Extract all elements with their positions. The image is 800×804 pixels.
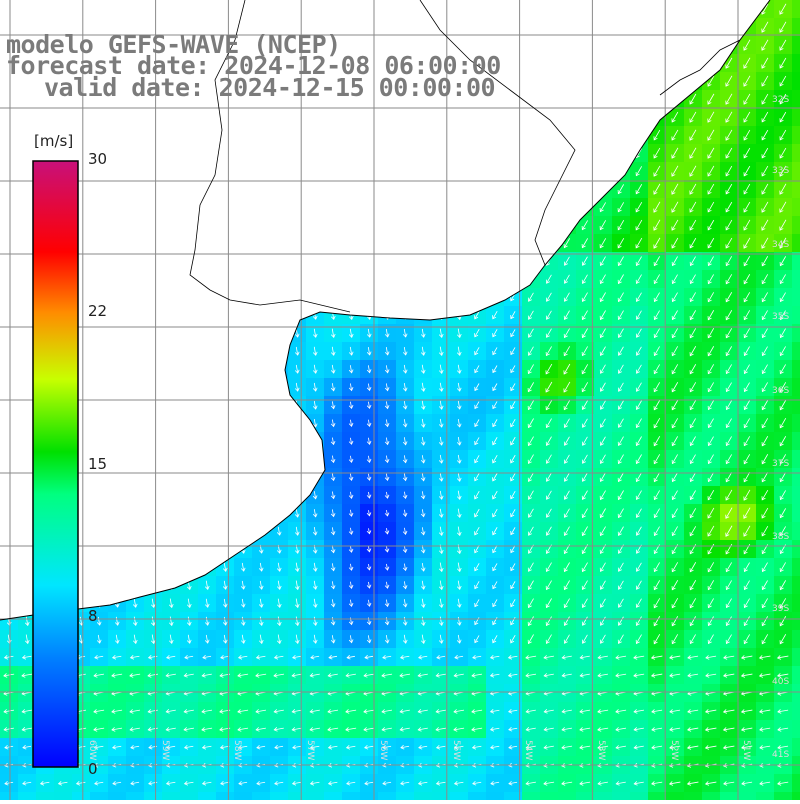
lat-label: 39S	[772, 604, 789, 614]
lon-label: 59W	[160, 740, 170, 760]
lat-label: 40S	[772, 677, 789, 687]
colorbar-tick-30: 30	[88, 150, 107, 168]
colorbar-unit-label: [m/s]	[34, 132, 73, 150]
lon-label: 53W	[596, 740, 606, 760]
lon-label: 52W	[669, 740, 679, 760]
title-valid-date: valid date: 2024-12-15 00:00:00	[44, 75, 495, 100]
colorbar-tick-22: 22	[88, 302, 107, 320]
lon-label: 60W	[87, 740, 97, 760]
lat-label: 36S	[772, 386, 789, 396]
lat-label: 32S	[772, 95, 789, 105]
lat-label: 37S	[772, 459, 789, 469]
colorbar-tick-0: 0	[88, 760, 98, 778]
lon-label: 56W	[378, 740, 388, 760]
lat-label: 38S	[772, 532, 789, 542]
lon-label: 55W	[451, 740, 461, 760]
lat-label: 35S	[772, 312, 789, 322]
lat-label: 41S	[772, 750, 789, 760]
colorbar-gradient	[33, 161, 78, 767]
lon-label: 51W	[741, 740, 751, 760]
colorbar-tick-15: 15	[88, 455, 107, 473]
lon-label: 54W	[523, 740, 533, 760]
lat-label: 33S	[772, 166, 789, 176]
colorbar	[30, 158, 80, 778]
lon-label: 57W	[305, 740, 315, 760]
lon-label: 58W	[232, 740, 242, 760]
lat-label: 34S	[772, 240, 789, 250]
colorbar-tick-8: 8	[88, 607, 98, 625]
